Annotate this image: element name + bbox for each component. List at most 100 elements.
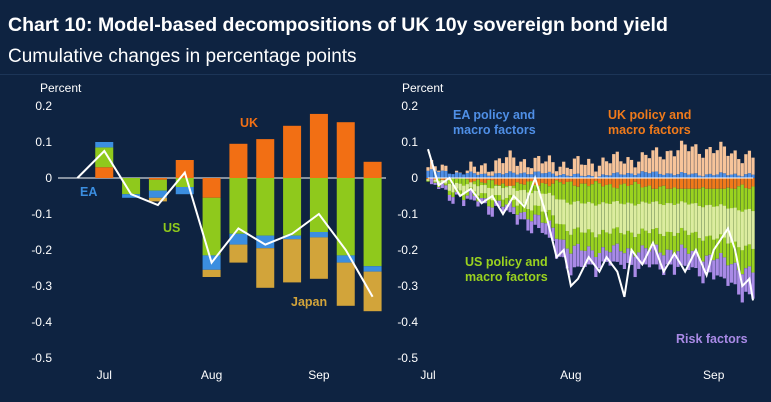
- area-us-policy-light: [733, 207, 737, 242]
- chart-title: Chart 10: Model-based decompositions of …: [8, 14, 668, 36]
- area-risk-factors: [601, 247, 605, 262]
- bar-uk: [309, 113, 328, 178]
- area-uk-policy-dark: [472, 178, 477, 182]
- area-uk-policy: [540, 163, 544, 174]
- area-us-policy-light: [572, 201, 577, 229]
- area-ea-policy: [651, 171, 655, 178]
- area-ea-policy: [733, 173, 737, 178]
- area-uk-policy-dark: [658, 178, 662, 187]
- area-uk-policy-dark: [647, 178, 652, 186]
- area-us-policy-light: [690, 203, 694, 233]
- area-ea-policy: [447, 173, 452, 178]
- area-uk-policy: [676, 150, 680, 175]
- area-uk-policy-dark: [612, 178, 616, 188]
- bar-us: [122, 178, 141, 195]
- right-ytick-label: -0.3: [397, 279, 418, 293]
- area-uk-policy: [672, 156, 677, 176]
- area-us-policy-light: [737, 210, 741, 248]
- area-us-policy-light: [504, 187, 509, 198]
- area-risk-factors: [447, 194, 452, 201]
- area-ea-policy: [497, 173, 502, 178]
- area-ea-policy: [679, 172, 684, 178]
- area-us-policy-light: [654, 201, 659, 228]
- area-uk-policy: [487, 171, 491, 176]
- area-uk-policy-dark: [747, 178, 752, 189]
- area-risk-factors: [579, 250, 584, 267]
- area-uk-policy-dark: [597, 178, 602, 184]
- bar-uk: [363, 161, 382, 178]
- area-us-policy-light: [544, 193, 548, 212]
- area-uk-policy: [619, 161, 623, 175]
- area-risk-factors: [587, 246, 591, 265]
- area-risk-factors: [622, 253, 627, 270]
- area-uk-policy-dark: [494, 178, 498, 185]
- area-risk-factors: [533, 214, 537, 225]
- area-uk-policy: [629, 159, 634, 174]
- area-ea-policy: [633, 175, 637, 178]
- bar-ea: [95, 142, 114, 148]
- area-uk-policy: [612, 154, 616, 174]
- area-ea-policy: [662, 174, 666, 178]
- bar-uk: [95, 167, 114, 178]
- area-us-policy-light: [644, 202, 648, 231]
- area-uk-policy-dark: [544, 178, 548, 184]
- area-uk-policy: [751, 157, 755, 175]
- area-us-policy-light: [512, 188, 516, 200]
- area-risk-factors: [583, 250, 587, 267]
- area-us-policy-light: [701, 207, 705, 241]
- area-us-policy-light: [708, 204, 712, 236]
- area-uk-policy: [704, 149, 709, 175]
- area-risk-factors: [669, 250, 673, 265]
- area-uk-policy: [587, 158, 591, 176]
- area-uk-policy-dark: [637, 178, 641, 184]
- area-uk-policy: [565, 167, 569, 176]
- area-uk-policy-dark: [476, 178, 480, 180]
- area-us-policy-light: [565, 202, 569, 231]
- area-uk-policy: [440, 164, 444, 171]
- area-uk-policy: [433, 166, 437, 171]
- area-uk-policy: [444, 165, 448, 171]
- area-uk-policy: [508, 150, 512, 172]
- area-us-policy-light: [612, 201, 616, 229]
- area-us-policy-light: [665, 203, 669, 232]
- area-risk-factors: [554, 238, 559, 259]
- label-ea: EA: [80, 185, 97, 199]
- area-uk-policy-dark: [733, 178, 737, 189]
- area-uk-policy: [637, 161, 641, 174]
- area-us-policy-light: [704, 205, 709, 237]
- bar-uk: [148, 178, 167, 180]
- area-ea-policy: [619, 174, 623, 178]
- area-uk-policy-dark: [433, 178, 437, 181]
- area-ea-policy: [494, 173, 498, 178]
- area-us-policy-light: [562, 199, 566, 225]
- area-uk-policy: [615, 151, 619, 173]
- area-risk-factors: [501, 206, 505, 213]
- area-uk-policy: [708, 146, 712, 174]
- area-uk-policy: [583, 164, 587, 177]
- label-ea-policy-1: EA policy and: [453, 108, 535, 122]
- area-uk-policy: [679, 140, 684, 173]
- area-us-policy-light: [501, 188, 505, 200]
- area-us-policy-light: [715, 206, 719, 239]
- area-uk-policy-dark: [662, 178, 666, 186]
- area-uk-policy: [665, 151, 669, 174]
- area-us-policy-light: [712, 206, 716, 240]
- left-ytick-label: -0.2: [31, 243, 52, 257]
- area-us-policy-light: [726, 208, 730, 244]
- area-us-policy-light: [583, 203, 587, 233]
- area-ea-policy: [554, 175, 559, 178]
- bar-japan: [202, 269, 221, 277]
- area-uk-policy: [590, 163, 594, 177]
- area-uk-policy: [719, 141, 723, 173]
- bar-japan: [363, 271, 382, 312]
- area-risk-factors: [465, 195, 469, 199]
- area-uk-policy: [497, 158, 502, 174]
- bar-ea: [336, 255, 355, 263]
- area-risk-factors: [440, 183, 444, 189]
- area-us-policy-light: [547, 192, 552, 210]
- area-uk-policy-dark: [547, 178, 552, 187]
- area-us-policy-light: [601, 202, 605, 230]
- area-ea-policy: [476, 174, 480, 178]
- bar-japan: [283, 239, 302, 283]
- area-us-policy-light: [679, 201, 684, 228]
